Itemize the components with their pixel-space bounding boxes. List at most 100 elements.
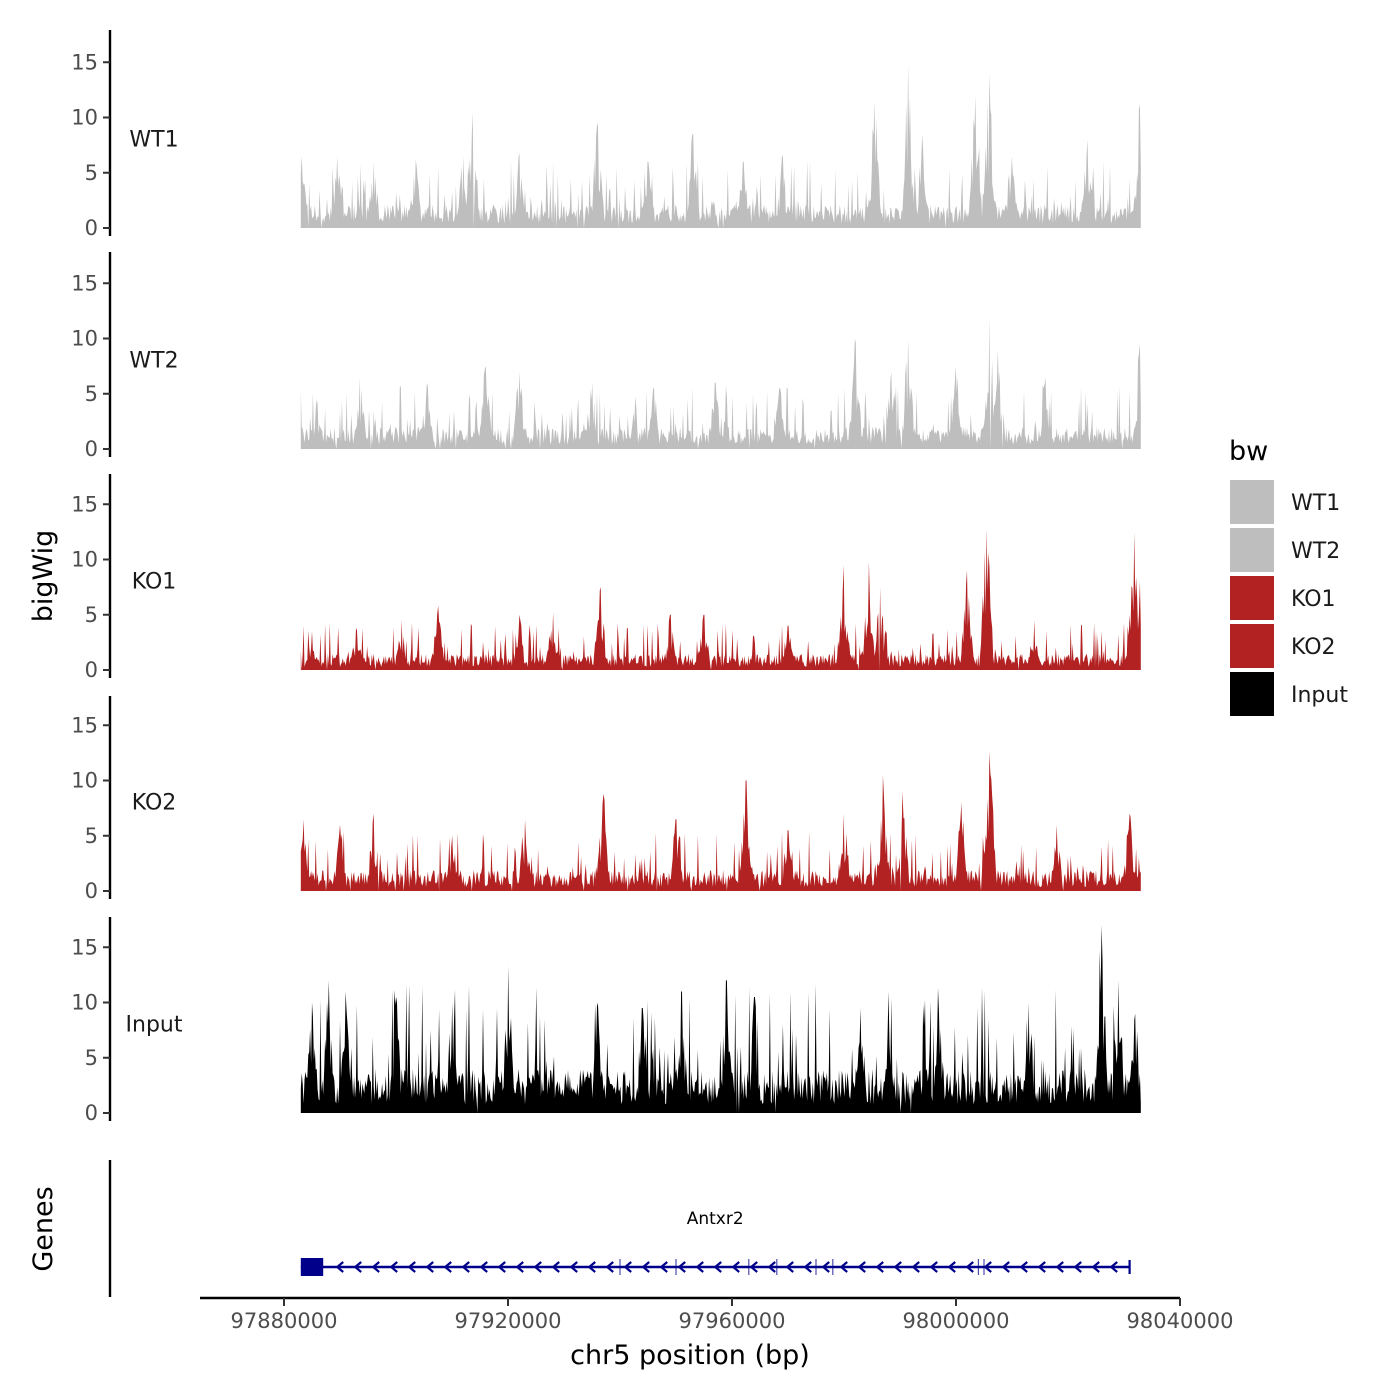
y-axis-title: bigWig bbox=[28, 530, 59, 623]
y-tick-label: 15 bbox=[71, 271, 98, 295]
strand-arrow-icon bbox=[947, 1261, 956, 1273]
strand-arrow-icon bbox=[497, 1261, 506, 1273]
strand-arrow-icon bbox=[893, 1261, 902, 1273]
x-axis: 97880000 97920000 97960000 98000000 98040000 bbox=[200, 1296, 1234, 1333]
track-label: KO1 bbox=[132, 569, 177, 594]
x-tick-label: 97960000 bbox=[679, 1309, 786, 1333]
legend: bw WT1 WT2 KO1 KO2 Input bbox=[1229, 436, 1348, 716]
strand-arrow-icon bbox=[605, 1261, 614, 1273]
legend-key-input bbox=[1230, 672, 1274, 716]
legend-key-ko1 bbox=[1230, 576, 1274, 620]
legend-key-wt2 bbox=[1230, 528, 1274, 572]
strand-arrow-icon bbox=[623, 1261, 632, 1273]
strand-arrow-icon bbox=[443, 1261, 452, 1273]
legend-label-ko2: KO2 bbox=[1291, 635, 1336, 660]
strand-arrow-icon bbox=[425, 1261, 434, 1273]
track-wt2: 0 5 10 15 WT2 bbox=[71, 252, 1141, 461]
strand-arrow-icon bbox=[641, 1261, 650, 1273]
signal-area-wt2 bbox=[300, 316, 1141, 449]
gene-name-label: Antxr2 bbox=[687, 1209, 744, 1229]
strand-arrow-icon bbox=[785, 1261, 794, 1273]
strand-arrow-icon bbox=[1091, 1261, 1100, 1273]
y-tick-label: 0 bbox=[85, 437, 98, 461]
strand-arrow-icon bbox=[353, 1261, 362, 1273]
track-ko1: 0 5 10 15 KO1 bbox=[71, 474, 1141, 682]
y-tick-label: 5 bbox=[85, 382, 98, 406]
strand-arrow-icon bbox=[569, 1261, 578, 1273]
y-tick-label: 10 bbox=[71, 769, 98, 793]
strand-arrow-icon bbox=[1001, 1261, 1010, 1273]
strand-arrow-icon bbox=[803, 1261, 812, 1273]
x-tick-label: 98040000 bbox=[1127, 1309, 1234, 1333]
legend-title: bw bbox=[1229, 436, 1268, 467]
legend-label-ko1: KO1 bbox=[1291, 587, 1336, 612]
track-wt1: 0 5 10 15 WT1 bbox=[71, 30, 1141, 240]
legend-label-wt1: WT1 bbox=[1291, 491, 1340, 516]
y-tick-label: 5 bbox=[85, 824, 98, 848]
strand-arrow-icon bbox=[677, 1261, 686, 1273]
x-tick-label: 97880000 bbox=[231, 1309, 338, 1333]
y-tick-label: 0 bbox=[85, 1101, 98, 1125]
strand-arrow-icon bbox=[839, 1261, 848, 1273]
strand-arrow-icon bbox=[983, 1261, 992, 1273]
y-tick-label: 10 bbox=[71, 991, 98, 1015]
y-tick-label: 10 bbox=[71, 106, 98, 130]
track-input: 0 5 10 15 Input bbox=[71, 917, 1141, 1125]
strand-arrow-icon bbox=[551, 1261, 560, 1273]
y-tick-label: 0 bbox=[85, 658, 98, 682]
y-tick-label: 5 bbox=[85, 161, 98, 185]
strand-arrow-icon bbox=[479, 1261, 488, 1273]
strand-arrow-icon bbox=[767, 1261, 776, 1273]
strand-arrow-icon bbox=[1037, 1261, 1046, 1273]
strand-arrow-icon bbox=[749, 1261, 758, 1273]
gene-utr-block bbox=[300, 1258, 324, 1276]
strand-arrow-icon bbox=[821, 1261, 830, 1273]
y-tick-label: 15 bbox=[71, 713, 98, 737]
strand-arrow-icon bbox=[911, 1261, 920, 1273]
strand-arrow-icon bbox=[695, 1261, 704, 1273]
signal-area-wt1 bbox=[300, 64, 1141, 228]
signal-area-ko1 bbox=[300, 528, 1141, 670]
x-axis-title: chr5 position (bp) bbox=[570, 1340, 810, 1371]
strand-arrow-icon bbox=[659, 1261, 668, 1273]
strand-arrow-icon bbox=[1073, 1261, 1082, 1273]
y-tick-label: 15 bbox=[71, 935, 98, 959]
y-tick-label: 0 bbox=[85, 879, 98, 903]
y-tick-label: 15 bbox=[71, 50, 98, 74]
strand-arrow-icon bbox=[857, 1261, 866, 1273]
strand-arrow-icon bbox=[371, 1261, 380, 1273]
track-label: Input bbox=[126, 1012, 183, 1037]
y-tick-label: 5 bbox=[85, 1046, 98, 1070]
y-tick-label: 10 bbox=[71, 548, 98, 572]
strand-arrow-icon bbox=[965, 1261, 974, 1273]
strand-arrow-icon bbox=[1109, 1261, 1118, 1273]
strand-arrow-icon bbox=[929, 1261, 938, 1273]
y-tick-label: 15 bbox=[71, 492, 98, 516]
legend-label-input: Input bbox=[1291, 683, 1348, 708]
tracks-layer: 0 5 10 15 WT1 0 5 10 15 WT2 0 5 10 15 KO1 0 5 10 15 KO2 0 5 10… bbox=[71, 30, 1141, 1125]
strand-arrow-icon bbox=[335, 1261, 344, 1273]
strand-arrow-icon bbox=[1019, 1261, 1028, 1273]
genes-track: Antxr2 bbox=[108, 1160, 1131, 1297]
strand-arrow-icon bbox=[1055, 1261, 1064, 1273]
legend-label-wt2: WT2 bbox=[1291, 539, 1340, 564]
track-label: KO2 bbox=[132, 790, 177, 815]
strand-arrow-icon bbox=[713, 1261, 722, 1273]
strand-arrow-icon bbox=[533, 1261, 542, 1273]
strand-arrow-icon bbox=[407, 1261, 416, 1273]
strand-arrow-icon bbox=[731, 1261, 740, 1273]
legend-key-ko2 bbox=[1230, 624, 1274, 668]
track-ko2: 0 5 10 15 KO2 bbox=[71, 696, 1141, 903]
y-tick-label: 10 bbox=[71, 327, 98, 351]
legend-key-wt1 bbox=[1230, 480, 1274, 524]
signal-area-ko2 bbox=[300, 751, 1141, 891]
strand-arrow-icon bbox=[875, 1261, 884, 1273]
strand-arrow-icon bbox=[587, 1261, 596, 1273]
genes-track-title: Genes bbox=[28, 1186, 59, 1271]
y-tick-label: 0 bbox=[85, 216, 98, 240]
strand-arrow-icon bbox=[461, 1261, 470, 1273]
strand-arrow-icon bbox=[515, 1261, 524, 1273]
strand-arrow-icon bbox=[389, 1261, 398, 1273]
signal-area-input bbox=[300, 925, 1141, 1113]
